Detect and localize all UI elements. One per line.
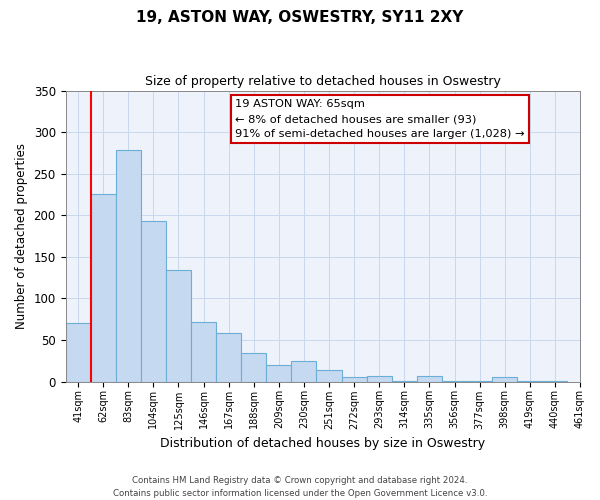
X-axis label: Distribution of detached houses by size in Oswestry: Distribution of detached houses by size … bbox=[160, 437, 485, 450]
Bar bbox=[341, 378, 367, 382]
Bar bbox=[392, 380, 417, 382]
Text: Contains HM Land Registry data © Crown copyright and database right 2024.
Contai: Contains HM Land Registry data © Crown c… bbox=[113, 476, 487, 498]
Bar bbox=[91, 194, 116, 382]
Bar bbox=[241, 354, 266, 382]
Bar bbox=[417, 376, 442, 382]
Bar bbox=[191, 322, 216, 382]
Bar bbox=[467, 380, 492, 382]
Bar bbox=[316, 370, 341, 382]
Text: 19, ASTON WAY, OSWESTRY, SY11 2XY: 19, ASTON WAY, OSWESTRY, SY11 2XY bbox=[136, 10, 464, 25]
Bar bbox=[517, 380, 542, 382]
Bar bbox=[141, 221, 166, 382]
Bar bbox=[492, 376, 517, 382]
Bar bbox=[292, 360, 316, 382]
Bar bbox=[166, 270, 191, 382]
Y-axis label: Number of detached properties: Number of detached properties bbox=[15, 143, 28, 329]
Text: 19 ASTON WAY: 65sqm
← 8% of detached houses are smaller (93)
91% of semi-detache: 19 ASTON WAY: 65sqm ← 8% of detached hou… bbox=[235, 100, 525, 139]
Bar bbox=[116, 150, 141, 382]
Bar bbox=[266, 365, 292, 382]
Bar bbox=[367, 376, 392, 382]
Bar bbox=[216, 334, 241, 382]
Bar bbox=[542, 380, 568, 382]
Bar bbox=[65, 324, 91, 382]
Bar bbox=[442, 380, 467, 382]
Title: Size of property relative to detached houses in Oswestry: Size of property relative to detached ho… bbox=[145, 75, 501, 88]
